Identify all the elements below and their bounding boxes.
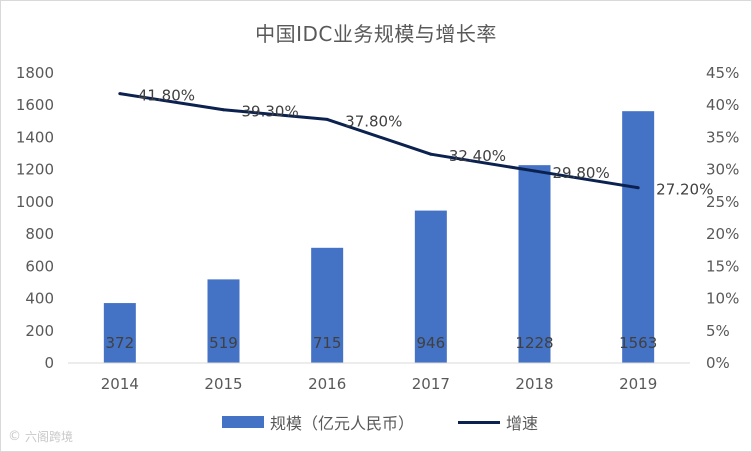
legend-swatch-line: [458, 420, 500, 424]
bar-value-label: 519: [209, 334, 238, 352]
x-tick-label: 2016: [308, 375, 346, 393]
bar: [414, 210, 447, 363]
bar: [207, 279, 240, 363]
growth-line: [119, 92, 639, 190]
legend-label-scale: 规模（亿元人民币）: [270, 414, 415, 433]
bar-series: [103, 111, 655, 363]
line-data-labels: 41.80% 39.30% 37.80% 32.40% 29.80% 27.20%: [138, 87, 714, 199]
legend-label-growth: 增速: [506, 414, 539, 433]
right-tick-label: 15%: [706, 257, 739, 275]
line-value-label: 41.80%: [138, 87, 195, 105]
right-axis-ticks: 0% 5% 10% 15% 20% 25% 30% 35% 40% 45%: [706, 64, 739, 372]
bar: [311, 247, 344, 363]
left-tick-label: 200: [25, 322, 54, 340]
line-value-label: 39.30%: [242, 103, 299, 121]
bar-value-label: 1563: [619, 334, 657, 352]
right-tick-label: 30%: [706, 161, 739, 179]
bar: [518, 165, 551, 363]
line-point: [325, 117, 329, 121]
line-series: [118, 92, 640, 190]
line-value-label: 29.80%: [553, 164, 610, 182]
right-tick-label: 40%: [706, 96, 739, 114]
left-tick-label: 600: [25, 257, 54, 275]
x-tick-label: 2017: [412, 375, 450, 393]
legend-item-growth: 增速: [458, 410, 538, 434]
left-tick-label: 1200: [16, 161, 54, 179]
bar: [622, 111, 655, 363]
legend: 规模（亿元人民币） 增速: [0, 410, 752, 434]
line-point: [222, 108, 225, 112]
watermark: © 六阁跨境: [8, 428, 73, 445]
left-tick-label: 400: [25, 290, 54, 308]
x-tick-label: 2019: [619, 375, 657, 393]
bar-data-labels: 372 519 715 946 1228 1563: [106, 334, 658, 352]
x-tick-label: 2015: [204, 375, 242, 393]
right-tick-label: 20%: [706, 225, 739, 243]
right-tick-label: 45%: [706, 64, 739, 82]
x-tick-label: 2018: [515, 375, 553, 393]
line-point: [533, 169, 536, 173]
bar-value-label: 1228: [515, 334, 553, 352]
bar-value-label: 946: [417, 334, 446, 352]
right-tick-label: 25%: [706, 193, 739, 211]
right-tick-label: 0%: [706, 354, 730, 372]
chart-title: 中国IDC业务规模与增长率: [255, 22, 497, 46]
left-tick-label: 1000: [16, 193, 54, 211]
bar-value-label: 715: [313, 334, 342, 352]
right-tick-label: 35%: [706, 128, 739, 146]
right-tick-label: 5%: [706, 322, 730, 340]
watermark-logo-icon: ©: [8, 429, 21, 444]
line-point: [118, 92, 122, 96]
bar-value-label: 372: [106, 334, 135, 352]
left-tick-label: 1800: [16, 64, 54, 82]
left-tick-label: 1400: [16, 128, 54, 146]
line-point: [429, 152, 433, 156]
line-value-label: 37.80%: [345, 112, 402, 130]
watermark-text: 六阁跨境: [25, 430, 74, 444]
line-value-label: 32.40%: [449, 147, 506, 165]
line-point: [636, 186, 640, 190]
right-tick-label: 10%: [706, 290, 739, 308]
x-tick-label: 2014: [101, 375, 139, 393]
legend-item-scale: 规模（亿元人民币）: [222, 410, 414, 434]
bar: [103, 303, 136, 363]
x-axis-ticks: 2014 2015 2016 2017 2018 2019: [101, 375, 658, 393]
left-tick-label: 0: [44, 354, 54, 372]
line-value-label: 27.20%: [656, 181, 713, 199]
left-tick-label: 1600: [16, 96, 54, 114]
left-axis-ticks: 0 200 400 600 800 1000 1200 1400 1600 1800: [16, 64, 54, 372]
legend-swatch-bar: [222, 416, 264, 428]
left-tick-label: 800: [25, 225, 54, 243]
